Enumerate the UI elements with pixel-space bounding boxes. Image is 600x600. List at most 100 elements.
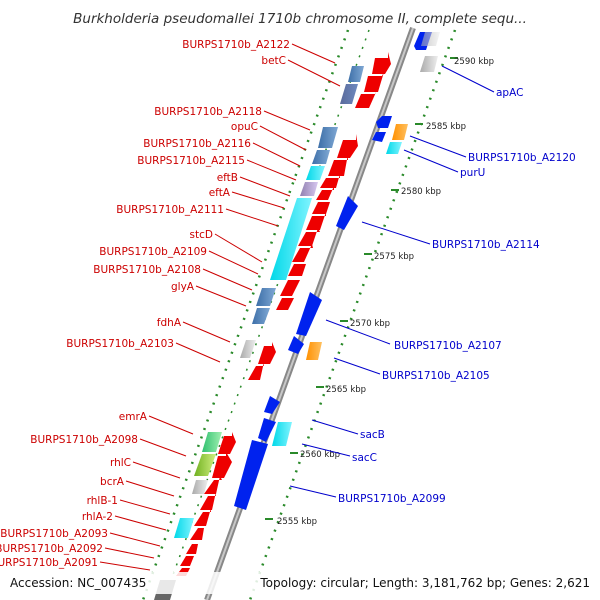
gene-arrow xyxy=(336,196,358,230)
gene-label: glyA xyxy=(171,281,195,293)
gene-label: fdhA xyxy=(157,317,182,329)
gene-arrow xyxy=(288,264,306,276)
leader-line xyxy=(119,499,171,515)
leader-line xyxy=(148,415,194,435)
leader-line xyxy=(132,461,181,479)
leader-line xyxy=(311,419,359,435)
gene-arrow xyxy=(292,244,313,262)
tick-label: 2570 kbp xyxy=(350,319,390,329)
gene-arrow xyxy=(180,556,194,566)
gene-block xyxy=(192,480,208,494)
gene-arrow xyxy=(204,476,222,494)
gene-block xyxy=(306,342,322,360)
leader-line xyxy=(109,532,161,547)
tick-label: 2555 kbp xyxy=(277,517,317,527)
gene-block xyxy=(421,32,440,46)
gene-label: BURPS1710b_A2109 xyxy=(99,246,207,258)
left-gene-labels: BURPS1710b_A2122 betC BURPS1710b_A2118 o… xyxy=(0,39,341,571)
gene-block xyxy=(174,518,194,538)
reverse-strand-genes xyxy=(234,32,440,510)
leader-line xyxy=(409,135,467,158)
gene-label: BURPS1710b_A2108 xyxy=(93,264,201,276)
outer-left-guide xyxy=(141,29,350,600)
gene-block xyxy=(240,340,256,358)
gene-label: bcrA xyxy=(100,476,125,488)
leader-line xyxy=(231,191,285,209)
gene-block xyxy=(392,124,408,140)
accession-text: Accession: NC_007435 xyxy=(10,576,146,590)
gene-block xyxy=(194,454,216,476)
tick-label: 2585 kbp xyxy=(426,122,466,132)
gene-block xyxy=(300,182,318,196)
gene-arrow xyxy=(234,440,268,510)
gene-label: rhlA-2 xyxy=(82,511,113,523)
leader-line xyxy=(403,149,459,173)
gene-arrow xyxy=(288,336,304,354)
gene-label: BURPS1710b_A2120 xyxy=(468,152,576,164)
leader-line xyxy=(208,250,259,275)
gene-block xyxy=(252,308,270,324)
gene-arrow xyxy=(312,202,330,214)
gene-label: apAC xyxy=(496,87,523,99)
leader-line xyxy=(195,285,247,307)
gene-label: sacC xyxy=(352,452,377,464)
gene-arrow xyxy=(298,228,320,246)
leader-line xyxy=(287,59,341,87)
tick-label: 2560 kbp xyxy=(300,450,340,460)
gene-block xyxy=(386,142,402,154)
gene-arrow xyxy=(372,132,386,142)
leader-line xyxy=(202,268,253,291)
leader-line xyxy=(361,221,431,245)
gene-block xyxy=(340,84,358,104)
gene-block xyxy=(306,166,325,180)
inner-left-guide xyxy=(163,29,370,600)
gene-block xyxy=(318,127,338,148)
gene-arrow xyxy=(258,418,276,442)
gene-arrow xyxy=(355,90,377,108)
gene-label: BURPS1710b_A2093 xyxy=(0,528,108,540)
gene-label: stcD xyxy=(190,229,213,241)
gene-arrow xyxy=(186,544,198,554)
gene-label: BURPS1710b_A2105 xyxy=(382,370,490,382)
gene-arrow xyxy=(264,396,280,414)
gene-label: BURPS1710b_A2122 xyxy=(182,39,290,51)
leader-line xyxy=(291,43,336,64)
gene-arrow xyxy=(364,72,384,92)
gene-label: BURPS1710b_A2103 xyxy=(66,338,174,350)
gene-label: BURPS1710b_A2091 xyxy=(0,557,98,569)
topology-text: Topology: circular; Length: 3,181,762 bp… xyxy=(259,576,590,590)
leader-line xyxy=(182,321,231,343)
gene-label: BURPS1710b_A2098 xyxy=(30,434,138,446)
gene-label: BURPS1710b_A2114 xyxy=(432,239,540,251)
gene-arrow xyxy=(296,292,322,336)
leader-line xyxy=(114,515,167,531)
gene-arrow xyxy=(306,212,326,230)
gene-block xyxy=(270,198,312,280)
gene-arrow xyxy=(200,492,216,510)
gene-label: BURPS1710b_A2111 xyxy=(116,204,224,216)
gene-block xyxy=(202,432,222,452)
outer-right-guide xyxy=(248,29,457,600)
leader-line xyxy=(333,357,381,375)
leader-line xyxy=(252,142,301,167)
gene-label: betC xyxy=(261,55,286,67)
leader-line xyxy=(289,485,337,498)
gene-block xyxy=(312,150,330,164)
leader-line xyxy=(301,443,351,457)
map-title: Burkholderia pseudomallei 1710b chromoso… xyxy=(73,11,527,27)
leader-line xyxy=(259,125,307,151)
leader-line xyxy=(263,110,311,131)
gene-label: rhlB-1 xyxy=(87,495,118,507)
gene-arrow xyxy=(190,528,204,540)
gene-block xyxy=(256,288,276,306)
gene-label: emrA xyxy=(119,411,148,423)
gene-label: BURPS1710b_A2092 xyxy=(0,543,103,555)
leader-line xyxy=(125,480,175,497)
leader-line xyxy=(175,342,221,363)
kbp-ticks: 2590 kbp 2585 kbp 2580 kbp 2575 kbp 2570… xyxy=(265,57,494,527)
leader-line xyxy=(239,176,291,197)
gene-label: eftB xyxy=(217,172,238,184)
leader-line xyxy=(225,208,279,227)
gene-arrow xyxy=(258,342,276,364)
gene-arrow xyxy=(372,52,391,74)
